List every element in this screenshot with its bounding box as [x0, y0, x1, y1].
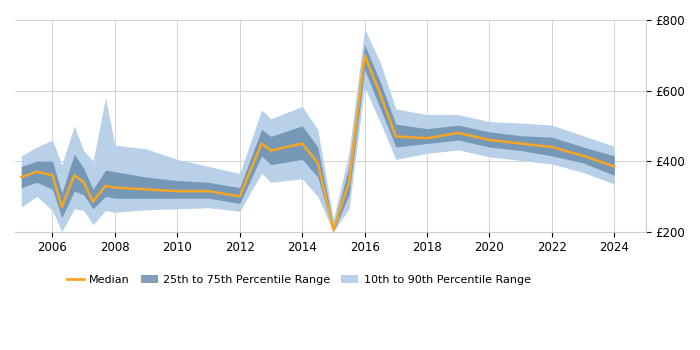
Legend: Median, 25th to 75th Percentile Range, 10th to 90th Percentile Range: Median, 25th to 75th Percentile Range, 1… — [62, 271, 535, 290]
